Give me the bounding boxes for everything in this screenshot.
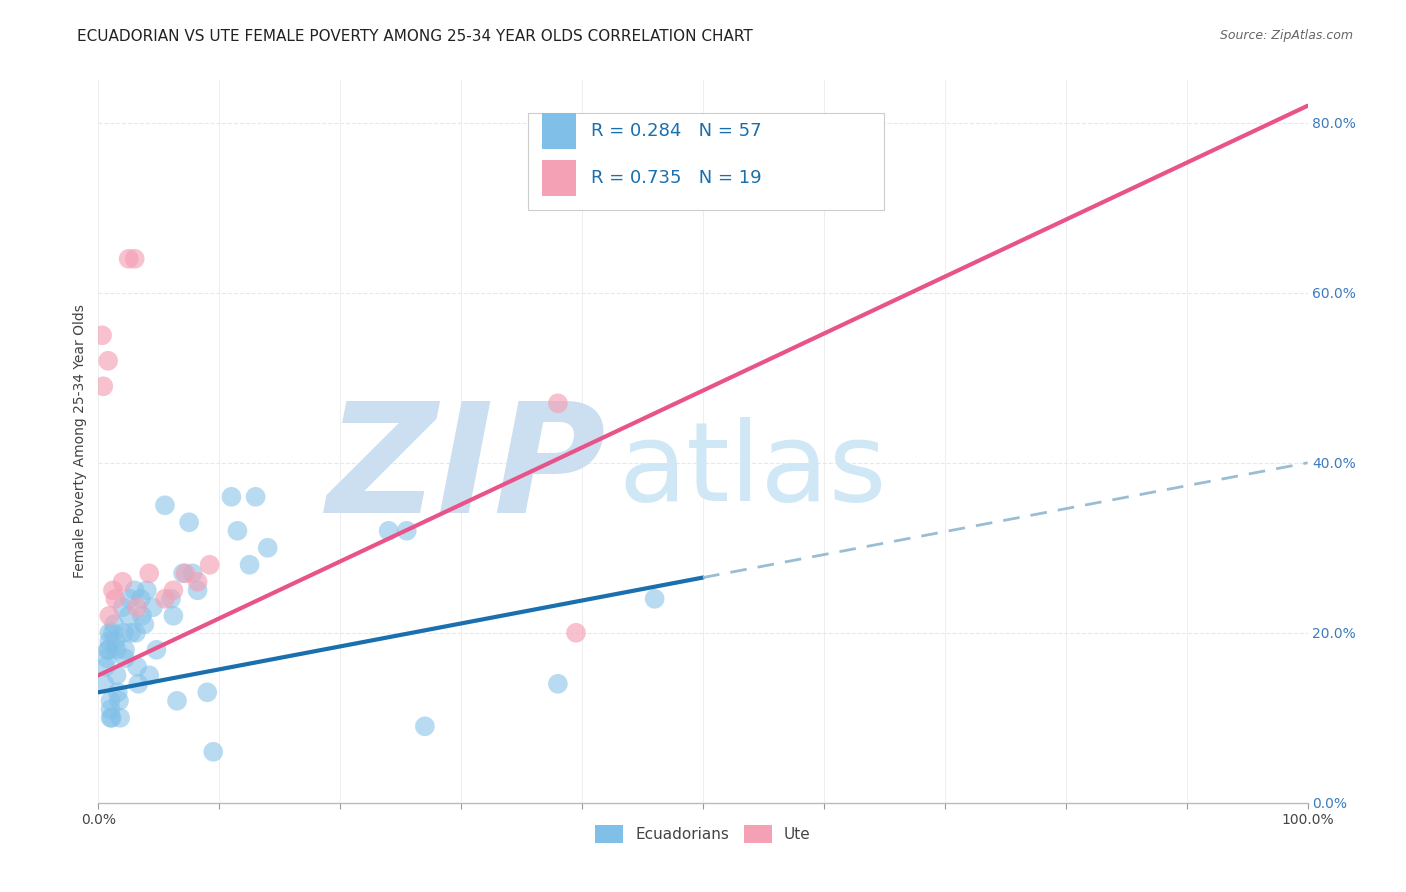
Point: [101, 625, 124, 640]
Point: [166, 694, 188, 708]
Point: [100, 711, 122, 725]
Point: [145, 642, 167, 657]
Point: [124, 252, 146, 266]
Point: [98, 634, 121, 648]
Point: [142, 600, 165, 615]
Point: [93, 677, 115, 691]
Point: [187, 574, 209, 589]
Text: atlas: atlas: [619, 417, 887, 524]
Point: [97, 642, 120, 657]
Point: [104, 591, 127, 606]
Point: [118, 608, 141, 623]
Text: Source: ZipAtlas.com: Source: ZipAtlas.com: [1219, 29, 1353, 42]
Point: [118, 252, 141, 266]
Point: [765, 184, 787, 198]
Point: [202, 745, 225, 759]
FancyBboxPatch shape: [527, 112, 884, 211]
Point: [118, 591, 141, 606]
Bar: [543, 112, 576, 149]
Point: [239, 558, 262, 572]
Point: [124, 583, 146, 598]
Point: [565, 625, 588, 640]
Point: [187, 583, 209, 598]
Point: [172, 566, 194, 581]
Point: [162, 608, 184, 623]
Point: [98, 608, 121, 623]
Y-axis label: Female Poverty Among 25-34 Year Olds: Female Poverty Among 25-34 Year Olds: [73, 304, 87, 579]
Point: [104, 634, 127, 648]
Point: [127, 677, 149, 691]
Point: [413, 719, 436, 733]
Point: [103, 617, 125, 632]
Point: [131, 608, 153, 623]
Text: R = 0.284   N = 57: R = 0.284 N = 57: [591, 122, 761, 140]
Point: [114, 651, 136, 665]
Point: [138, 566, 160, 581]
Point: [644, 591, 666, 606]
Point: [129, 591, 152, 606]
Text: ECUADORIAN VS UTE FEMALE POVERTY AMONG 25-34 YEAR OLDS CORRELATION CHART: ECUADORIAN VS UTE FEMALE POVERTY AMONG 2…: [77, 29, 754, 44]
Point: [108, 694, 131, 708]
Point: [547, 677, 569, 691]
Point: [97, 642, 120, 657]
Text: ZIP: ZIP: [326, 396, 606, 545]
Point: [395, 524, 418, 538]
Point: [198, 558, 221, 572]
Point: [195, 685, 218, 699]
Point: [135, 583, 157, 598]
Point: [160, 591, 183, 606]
Point: [91, 379, 114, 393]
Point: [94, 660, 117, 674]
Point: [91, 328, 114, 343]
Point: [105, 642, 128, 657]
Point: [105, 668, 128, 682]
Point: [127, 600, 149, 615]
Point: [221, 490, 243, 504]
Point: [134, 617, 156, 632]
Point: [101, 583, 124, 598]
Point: [114, 642, 136, 657]
Point: [111, 600, 134, 615]
Text: R = 0.735   N = 19: R = 0.735 N = 19: [591, 169, 761, 186]
Point: [174, 566, 197, 581]
Point: [120, 625, 142, 640]
Point: [112, 625, 135, 640]
Point: [377, 524, 399, 538]
Point: [100, 694, 122, 708]
Point: [107, 685, 129, 699]
Point: [181, 566, 204, 581]
Point: [256, 541, 278, 555]
Point: [111, 574, 134, 589]
Legend: Ecuadorians, Ute: Ecuadorians, Ute: [589, 819, 817, 849]
Point: [153, 498, 176, 512]
Point: [98, 625, 121, 640]
Point: [547, 396, 569, 410]
Point: [162, 583, 184, 598]
Point: [96, 651, 118, 665]
Point: [97, 353, 120, 368]
Point: [153, 591, 176, 606]
Point: [125, 625, 148, 640]
Bar: [543, 160, 576, 196]
Point: [245, 490, 267, 504]
Point: [138, 668, 160, 682]
Point: [100, 702, 122, 716]
Point: [179, 516, 201, 530]
Point: [100, 711, 122, 725]
Point: [127, 660, 149, 674]
Point: [108, 711, 131, 725]
Point: [226, 524, 249, 538]
